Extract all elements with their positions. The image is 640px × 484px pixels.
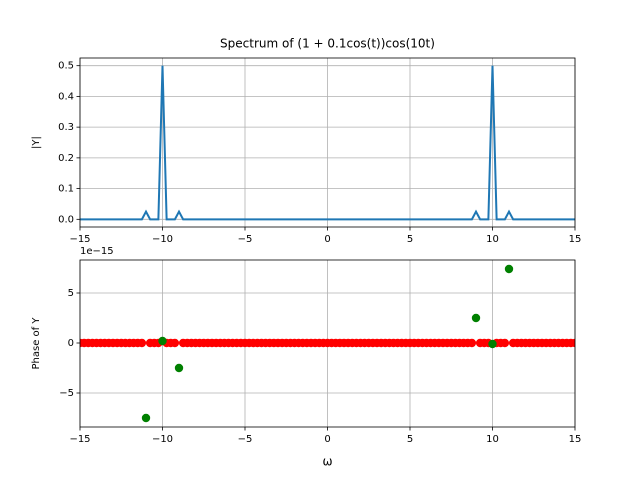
y-tick-label: 0.4 <box>58 91 74 102</box>
line <box>80 65 575 221</box>
axes-frame <box>79 57 576 228</box>
point <box>170 338 180 348</box>
x-tick-label: 0 <box>324 234 330 245</box>
x-tick-label: 5 <box>407 234 413 245</box>
point <box>467 338 477 348</box>
x-axis-label: ω <box>322 455 332 469</box>
point <box>174 363 184 373</box>
y-tick-label: 0.5 <box>58 61 74 72</box>
x-tick-label: −5 <box>238 234 253 245</box>
x-tick-label: 10 <box>486 434 499 445</box>
point <box>500 338 510 348</box>
point <box>471 313 481 323</box>
x-tick-label: −5 <box>238 434 253 445</box>
y-tick-label: 0.3 <box>58 122 74 133</box>
point <box>158 336 167 346</box>
y-tick-label: 0.1 <box>58 184 74 195</box>
x-tick-label: −15 <box>69 234 90 245</box>
point <box>504 264 514 274</box>
chart-title: Spectrum of (1 + 0.1cos(t))cos(10t) <box>220 37 435 51</box>
point <box>137 338 147 348</box>
x-tick-label: 15 <box>569 234 582 245</box>
point <box>141 413 151 423</box>
y-tick-label: 0.2 <box>58 153 74 164</box>
x-tick-label: 10 <box>486 234 499 245</box>
y-tick-label: 5 <box>68 288 74 299</box>
y-axis-label: Phase of Y <box>31 317 42 370</box>
y-axis-label: |Y| <box>31 136 42 149</box>
x-tick-label: 15 <box>569 434 582 445</box>
plot-area <box>80 65 575 221</box>
x-tick-label: 0 <box>324 434 330 445</box>
x-tick-label: −15 <box>69 434 90 445</box>
point <box>570 338 575 348</box>
point <box>488 339 497 349</box>
y-tick-label: −5 <box>59 388 74 399</box>
plot-area <box>80 264 575 423</box>
axes-frame <box>79 259 576 428</box>
y-tick-label: 0.0 <box>58 214 74 225</box>
offset-text: 1e−15 <box>80 246 114 257</box>
y-tick-label: 0 <box>68 338 74 349</box>
x-tick-label: −10 <box>152 434 173 445</box>
x-tick-label: −10 <box>152 234 173 245</box>
x-tick-label: 5 <box>407 434 413 445</box>
